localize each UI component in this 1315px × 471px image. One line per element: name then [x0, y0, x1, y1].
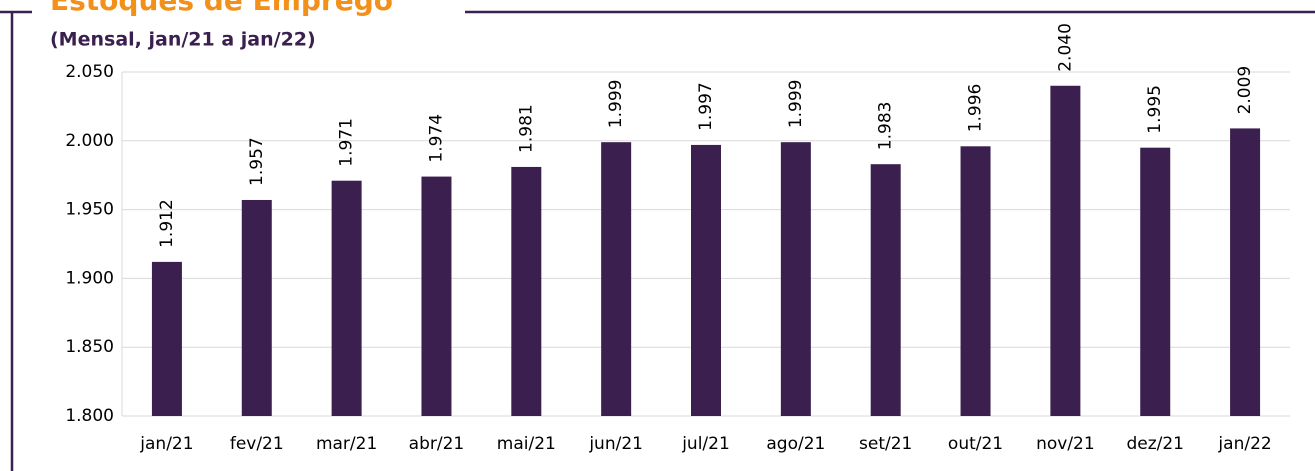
- bar: [151, 261, 182, 416]
- x-tick-label: mar/21: [316, 434, 377, 454]
- bar: [601, 142, 632, 416]
- x-tick-label: dez/21: [1126, 434, 1184, 454]
- y-tick-label: 1.800: [65, 406, 114, 426]
- bar: [960, 146, 991, 416]
- bar: [780, 142, 811, 416]
- bar: [1050, 85, 1081, 416]
- x-tick-label: out/21: [948, 434, 1003, 454]
- data-label: 1.996: [966, 84, 986, 133]
- x-tick-label: jan/21: [139, 434, 193, 454]
- y-tick-label: 2.050: [65, 62, 114, 82]
- data-label: 1.997: [696, 82, 716, 131]
- bar: [1230, 128, 1261, 416]
- bar: [421, 176, 452, 416]
- y-tick-label: 1.850: [65, 337, 114, 357]
- x-tick-label: set/21: [859, 434, 912, 454]
- data-label: 1.912: [157, 199, 177, 248]
- chart-subtitle: (Mensal, jan/21 a jan/22): [50, 29, 316, 51]
- bar: [1140, 147, 1171, 416]
- x-tick-label: nov/21: [1036, 434, 1095, 454]
- data-label: 1.995: [1145, 85, 1165, 134]
- x-tick-label: jan/22: [1217, 434, 1271, 454]
- data-label: 1.971: [337, 118, 357, 167]
- data-label: 1.999: [606, 80, 626, 129]
- x-tick-label: ago/21: [766, 434, 825, 454]
- y-tick-label: 1.950: [65, 200, 114, 220]
- data-label: 1.981: [516, 104, 536, 153]
- bar: [241, 199, 272, 416]
- data-label: 1.974: [426, 114, 446, 163]
- data-label: 2.040: [1055, 23, 1075, 72]
- x-tick-label: abr/21: [409, 434, 465, 454]
- bar: [511, 166, 542, 416]
- data-label: 2.009: [1235, 66, 1255, 115]
- x-tick-label: jun/21: [588, 434, 643, 454]
- data-label: 1.957: [247, 137, 267, 186]
- x-tick-label: fev/21: [230, 434, 284, 454]
- y-tick-label: 1.900: [65, 268, 114, 288]
- bar: [691, 144, 721, 417]
- y-tick-label: 2.000: [65, 131, 114, 151]
- x-tick-label: mai/21: [497, 434, 556, 454]
- x-tick-label: jul/21: [681, 434, 730, 454]
- bar: [331, 180, 362, 416]
- bar: [870, 164, 901, 416]
- chart-title: Estoques de Emprego: [50, 0, 393, 17]
- data-label: 1.983: [876, 102, 896, 151]
- data-label: 1.999: [786, 80, 806, 129]
